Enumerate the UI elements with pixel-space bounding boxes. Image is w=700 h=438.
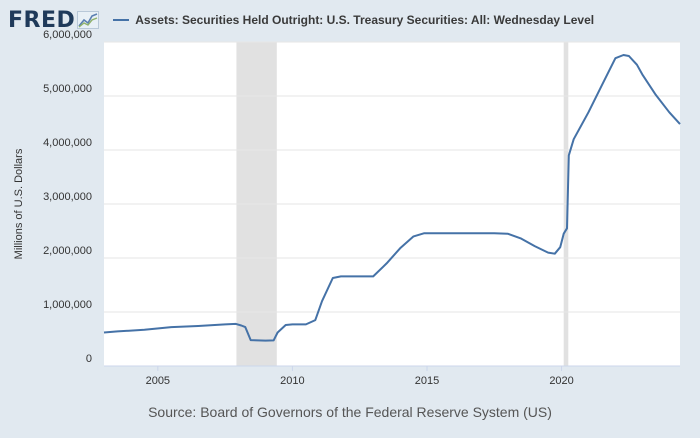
source-note: Source: Board of Governors of the Federa… xyxy=(148,404,552,420)
y-tick-label: 1,000,000 xyxy=(43,299,92,311)
y-tick-label: 4,000,000 xyxy=(43,137,92,149)
x-tick-label: 2005 xyxy=(146,375,170,387)
chart-legend: Assets: Securities Held Outright: U.S. T… xyxy=(113,13,594,27)
y-tick-label: 2,000,000 xyxy=(43,245,92,257)
x-tick-label: 2020 xyxy=(549,375,573,387)
chart-header: FRED Assets: Securities Held Outright: U… xyxy=(8,6,594,34)
fred-logo[interactable]: FRED xyxy=(8,7,100,33)
legend-swatch xyxy=(113,19,130,21)
legend-label: Assets: Securities Held Outright: U.S. T… xyxy=(135,13,595,27)
fred-logo-text: FRED xyxy=(8,7,76,33)
series-line-treasury-securities xyxy=(103,54,681,342)
trend-graph-icon xyxy=(77,11,100,29)
y-tick-label: 3,000,000 xyxy=(43,191,92,203)
y-tick-label: 6,000,000 xyxy=(43,29,92,41)
x-tick-label: 2010 xyxy=(280,375,304,387)
x-tick-label: 2015 xyxy=(415,375,439,387)
y-axis-title: Millions of U.S. Dollars xyxy=(13,148,25,259)
y-tick-label: 5,000,000 xyxy=(43,83,92,95)
y-tick-label: 0 xyxy=(86,353,92,365)
